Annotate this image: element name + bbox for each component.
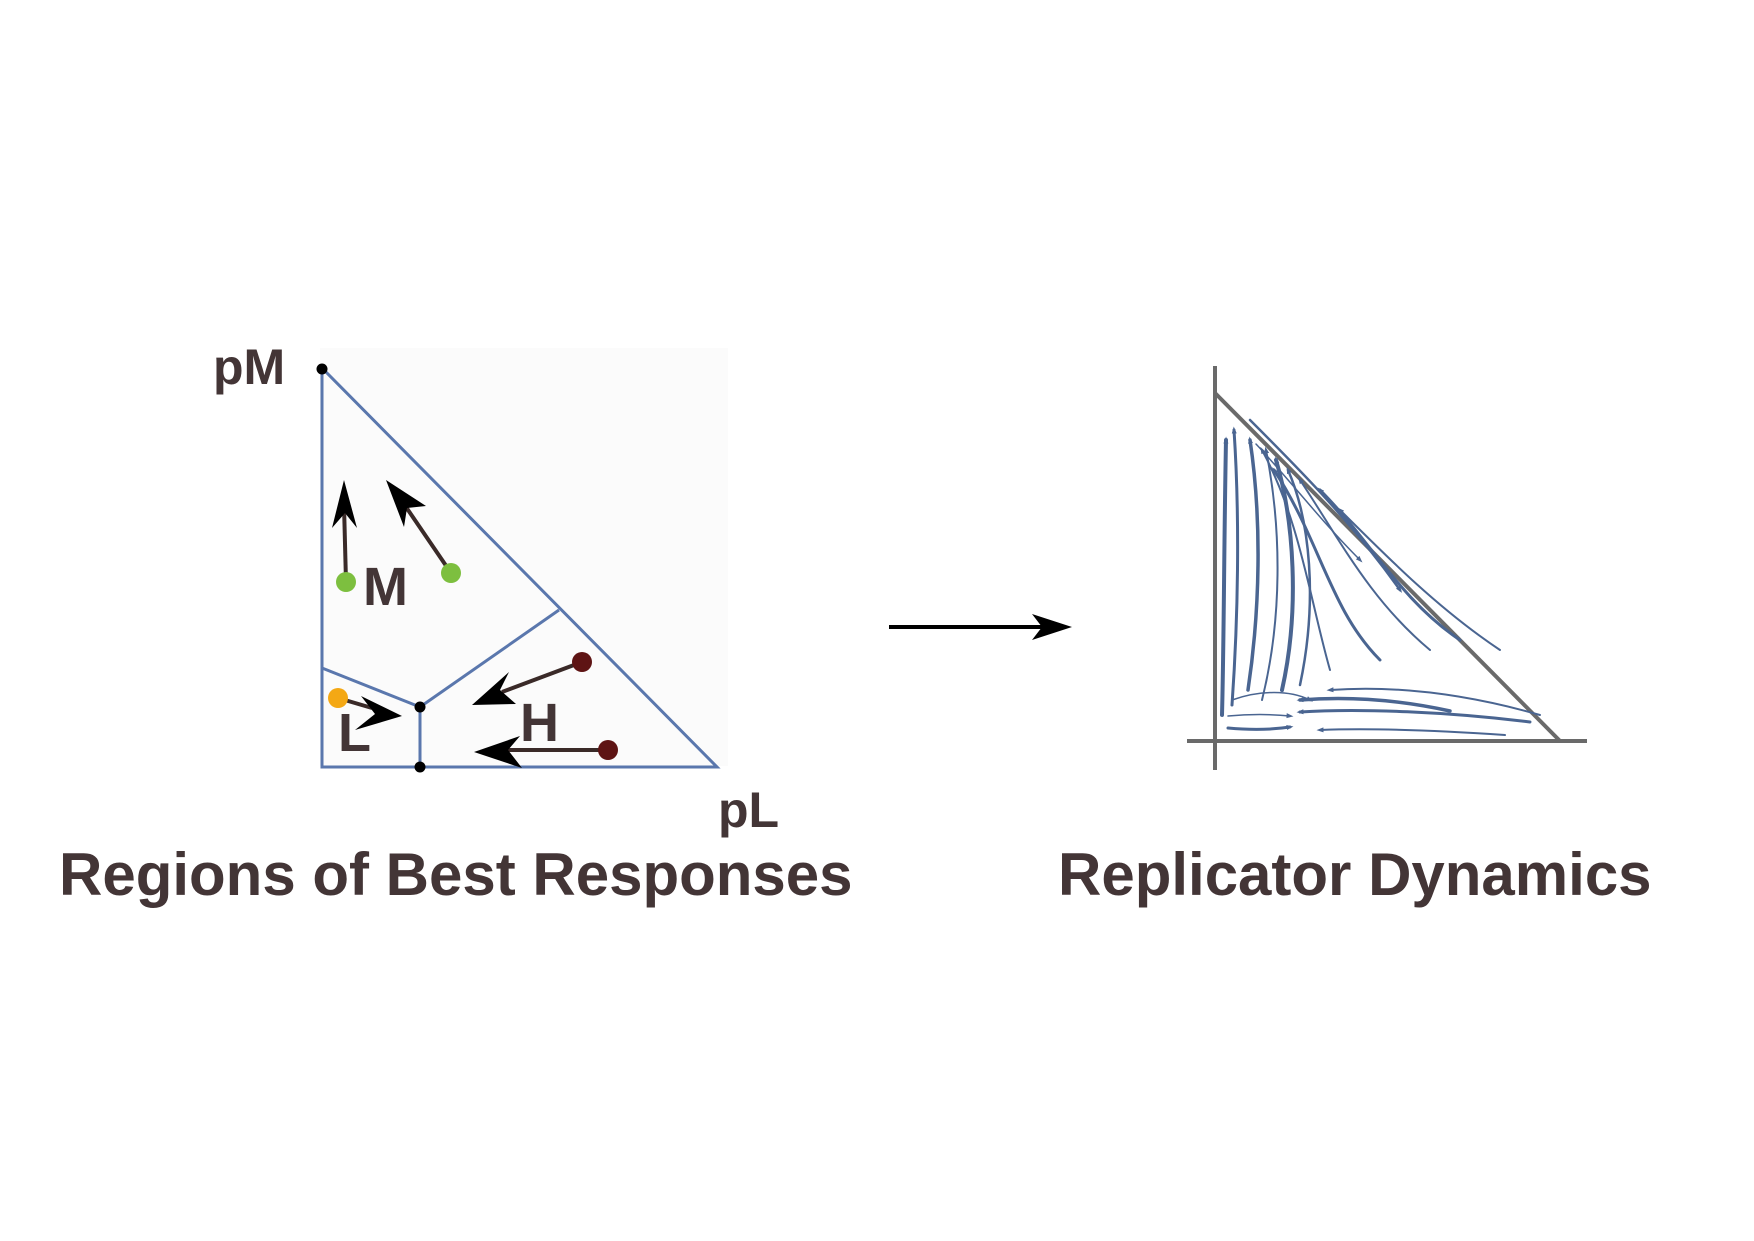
- vertex-center: [414, 701, 426, 713]
- replicator-hypotenuse: [1213, 391, 1562, 743]
- h-arrow-1: [472, 652, 592, 705]
- streamline: [1248, 418, 1403, 593]
- streamline: [1296, 708, 1532, 724]
- vertex-bottom: [414, 761, 426, 773]
- axis-y-label: pM: [213, 339, 285, 395]
- streamline: [1298, 477, 1431, 651]
- region-label-l: L: [338, 703, 371, 763]
- region-boundaries: [321, 608, 560, 767]
- m-dot: [336, 572, 356, 592]
- l-dot: [328, 688, 348, 708]
- streamline: [1255, 443, 1363, 563]
- right-arrow-icon: [889, 614, 1072, 640]
- streamline: [1246, 436, 1260, 692]
- arrowhead-icon: [472, 672, 516, 705]
- streamline: [1260, 446, 1331, 671]
- arrowhead-icon: [355, 696, 402, 730]
- arrowhead-icon: [474, 736, 522, 768]
- streamline: [1286, 466, 1312, 687]
- caption-replicator: Replicator Dynamics: [1058, 841, 1652, 908]
- streamline: [1316, 727, 1506, 736]
- best-responses-panel: pM pL M L H Regions of Best Responses: [59, 339, 853, 908]
- arrowhead-icon: [386, 480, 426, 527]
- streamline: [1317, 487, 1462, 642]
- streamline: [1326, 687, 1541, 716]
- streamline: [1272, 467, 1382, 662]
- m-arrow-2: [386, 480, 461, 583]
- streamline: [1231, 691, 1314, 702]
- h-dot: [598, 740, 618, 760]
- m-dot: [441, 563, 461, 583]
- replicator-streamlines: [1220, 418, 1541, 736]
- streamline: [1227, 713, 1294, 719]
- boundary-l-m: [321, 666, 421, 709]
- replicator-panel: Replicator Dynamics: [1058, 366, 1652, 908]
- region-label-h: H: [520, 693, 559, 753]
- h-arrow-2: [474, 736, 618, 768]
- l-arrow: [328, 688, 402, 730]
- m-arrow-1: [332, 480, 357, 592]
- streamline: [1220, 436, 1229, 717]
- streamline: [1261, 446, 1279, 701]
- streamline: [1230, 426, 1240, 707]
- vertex-pm: [316, 363, 328, 375]
- caption-best-responses: Regions of Best Responses: [59, 841, 853, 908]
- boundary-m-h: [419, 608, 560, 709]
- streamline: [1296, 696, 1452, 713]
- axis-x-label: pL: [718, 782, 779, 838]
- region-label-m: M: [363, 557, 408, 617]
- plot-background: [320, 348, 728, 766]
- h-dot: [572, 652, 592, 672]
- streamline: [1226, 725, 1294, 731]
- streamline: [1337, 507, 1501, 651]
- arrowhead-icon: [332, 480, 357, 528]
